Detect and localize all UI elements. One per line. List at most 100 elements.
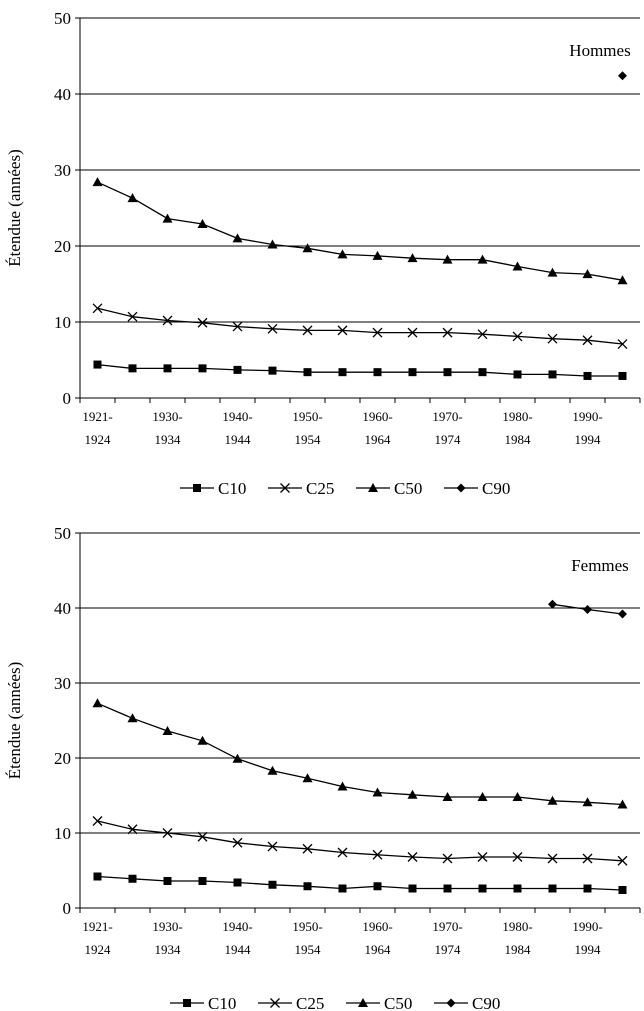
- chart2-x-tick-label: 1974: [435, 942, 462, 957]
- chart1-x-tick-label: 1974: [435, 432, 462, 447]
- chart1-series-c25-point: [197, 317, 208, 328]
- chart1-series-c25-point: [547, 333, 558, 344]
- chart2-series-c10-point: [93, 872, 102, 881]
- chart2-series-c10-point: [373, 882, 382, 891]
- chart2-x-tick-label: 1990-: [572, 919, 602, 934]
- chart2-series-c50-point: [197, 735, 208, 745]
- chart1-legend-c90-label: C90: [482, 479, 510, 498]
- chart2-series-c50-point: [92, 698, 103, 708]
- chart1-x-tick-label: 1994: [575, 432, 602, 447]
- chart1-series-c25-point: [127, 311, 138, 322]
- chart1-series-c50-point: [582, 269, 593, 279]
- chart1-x-tick-label: 1984: [505, 432, 532, 447]
- chart1-x-tick-label: 1960-: [362, 409, 392, 424]
- chart2-series-c90-point: [583, 605, 592, 614]
- chart2-series-c50-point: [162, 726, 173, 735]
- chart1-legend-c90-marker: [456, 483, 466, 493]
- chart2-legend-c10-marker: [183, 999, 191, 1007]
- chart2-y-tick-label: 10: [54, 824, 71, 843]
- chart2-y-tick-label: 40: [54, 599, 71, 618]
- chart2-x-tick-label: 1980-: [502, 919, 532, 934]
- chart1-series-c50-point: [372, 250, 383, 260]
- chart1-series-c25-point: [617, 339, 628, 349]
- chart1-series-c10-point: [303, 368, 312, 377]
- chart2-series-c25-point: [232, 837, 243, 848]
- chart2-series-c25-point: [92, 816, 103, 826]
- chart1-y-tick-label: 0: [63, 389, 72, 408]
- chart1-x-tick-label: 1924: [85, 432, 112, 447]
- chart2-series-c10-point: [163, 877, 172, 885]
- chart1-series-c10-point: [93, 360, 102, 369]
- chart1-series-c10-point: [408, 368, 417, 377]
- chart1-y-tick-label: 40: [54, 85, 71, 104]
- chart1-series-c25-point: [407, 327, 418, 338]
- chart2-x-tick-label: 1934: [155, 942, 182, 957]
- chart1-series-c10-point: [618, 371, 627, 380]
- chart1-series-c10-point: [548, 370, 557, 379]
- chart1-series-c25-point: [477, 329, 488, 340]
- chart2-series-c10-point: [303, 882, 312, 891]
- chart1-series-c10-point: [478, 368, 487, 377]
- chart1-series-c25-point: [302, 325, 313, 336]
- chart1-series-c50-point: [162, 213, 173, 223]
- chart2-series-c10-line: [97, 875, 623, 891]
- chart1-series-c10-point: [583, 371, 592, 380]
- chart2-legend-c50-label: C50: [384, 994, 412, 1011]
- chart1-series-c50-point: [267, 239, 278, 249]
- chart2-x-tick-label: 1930-: [152, 919, 182, 934]
- chart1-x-tick-label: 1940-: [222, 409, 252, 424]
- chart2-series-c50-point: [442, 792, 453, 801]
- chart1-series-c10-point: [233, 365, 242, 374]
- chart1-series-c10-point: [268, 366, 277, 375]
- chart2-legend-c50-marker: [358, 998, 368, 1007]
- chart1-y-tick-label: 10: [54, 313, 71, 332]
- chart2-series-c25-point: [162, 828, 173, 838]
- chart1-series-c25-point: [162, 315, 173, 326]
- chart1-series-c10-point: [163, 364, 172, 373]
- chart2-x-tick-label: 1984: [505, 942, 532, 957]
- chart2-series-c25-point: [617, 855, 628, 866]
- chart1-series-c25-point: [267, 323, 278, 334]
- chart2-series-c50-point: [512, 792, 523, 801]
- chart2-series-c50-point: [337, 781, 348, 791]
- chart2-series-c25-point: [407, 852, 418, 862]
- chart2-series-c50-point: [127, 713, 138, 723]
- chart2-x-tick-label: 1924: [85, 942, 112, 957]
- chart2-series-c10-point: [198, 877, 207, 885]
- chart2-series-c50-point: [407, 789, 418, 799]
- chart1-series-c50-point: [92, 177, 103, 187]
- chart2-y-tick-label: 0: [63, 899, 72, 918]
- chart1-series-c50-point: [407, 253, 418, 263]
- chart2-x-tick-label: 1994: [575, 942, 602, 957]
- chart1-x-tick-label: 1944: [225, 432, 252, 447]
- chart1-series-c25-point: [582, 335, 593, 346]
- chart1-series-c10-line: [97, 363, 623, 377]
- chart2-x-tick-label: 1970-: [432, 919, 462, 934]
- chart1-legend-c25-marker: [280, 483, 290, 493]
- chart1-series-c50-point: [477, 254, 488, 264]
- chart2-y-axis-label: Étendue (années): [5, 662, 24, 780]
- chart2-series-c25-point: [512, 852, 523, 862]
- chart2-series-c10-point: [338, 884, 347, 893]
- chart2-series-c10-point: [618, 886, 627, 894]
- chart2-x-tick-label: 1940-: [222, 919, 252, 934]
- chart1-series-c10-point: [513, 370, 522, 379]
- chart1-series-c10-point: [128, 364, 137, 373]
- chart2-x-tick-label: 1954: [295, 942, 322, 957]
- chart2-series-c25-point: [302, 843, 313, 854]
- chart2-series-c10-point: [408, 884, 417, 893]
- chart2-series-c10-point: [128, 874, 137, 883]
- chart1-y-tick-label: 20: [54, 237, 71, 256]
- chart2-legend-c10-label: C10: [208, 994, 236, 1011]
- chart2-legend-c90-label: C90: [472, 994, 500, 1011]
- chart2-series-c50-point: [372, 787, 383, 797]
- chart2-x-tick-label: 1944: [225, 942, 252, 957]
- chart1-series-c90-point: [618, 71, 627, 81]
- chart1-series-c25-point: [372, 327, 383, 338]
- chart2-legend-c25-label: C25: [296, 994, 324, 1011]
- chart2-series-c50-point: [617, 799, 628, 809]
- chart2-series-c25-point: [267, 841, 278, 852]
- chart2-series-c10-point: [443, 884, 452, 893]
- chart1-x-tick-label: 1921-: [82, 409, 112, 424]
